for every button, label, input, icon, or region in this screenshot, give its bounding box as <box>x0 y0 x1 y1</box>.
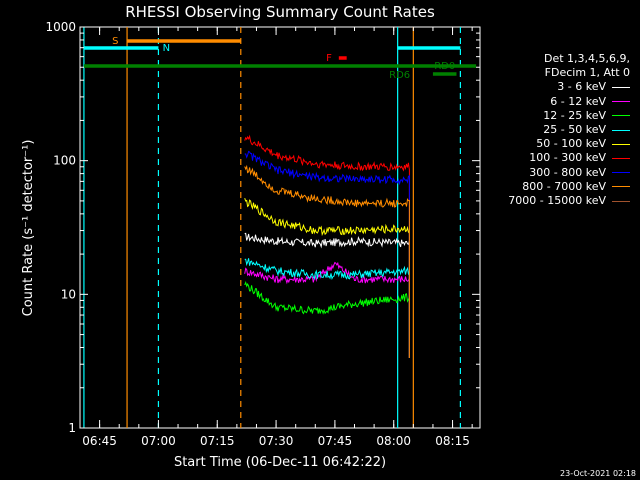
legend-swatch <box>612 129 630 131</box>
series-line <box>244 280 410 358</box>
legend: Det 1,3,4,5,6,9, FDecim 1, Att 0 3 - 6 k… <box>480 52 630 208</box>
y-axis-label: Count Rate (s⁻¹ detector⁻¹) <box>21 140 36 317</box>
legend-entry: 50 - 100 keV <box>480 137 630 151</box>
flag-label: S <box>112 36 118 47</box>
series-line <box>244 258 410 358</box>
x-tick-label: 07:30 <box>259 434 294 448</box>
legend-swatch <box>612 115 630 117</box>
legend-entry: 6 - 12 keV <box>480 95 630 109</box>
legend-entry-label: 12 - 25 keV <box>543 108 606 122</box>
series-line <box>244 261 410 358</box>
y-tick-label: 1000 <box>45 20 76 34</box>
legend-entry: 25 - 50 keV <box>480 123 630 137</box>
plot-frame <box>79 26 481 429</box>
series-line <box>244 150 410 358</box>
y-tick-label: 10 <box>61 287 76 301</box>
legend-entry-label: 3 - 6 keV <box>557 80 606 94</box>
legend-swatch <box>612 172 630 174</box>
flag-label: RD0 <box>434 61 455 72</box>
legend-swatch <box>612 101 630 103</box>
legend-swatch <box>612 87 630 88</box>
series-line <box>244 232 410 358</box>
y-tick-label: 100 <box>53 154 76 168</box>
legend-entry: 3 - 6 keV <box>480 80 630 94</box>
legend-entry: 7000 - 15000 keV <box>480 194 630 208</box>
flag-label: F <box>326 53 332 64</box>
series-line <box>244 134 410 358</box>
x-tick-label: 08:15 <box>435 434 470 448</box>
legend-header-line-1: Det 1,3,4,5,6,9, <box>543 52 630 65</box>
flag-label: RD6 <box>389 70 410 81</box>
x-tick-label: 07:45 <box>318 434 353 448</box>
chart-title: RHESSI Observing Summary Count Rates <box>125 3 435 21</box>
x-tick-label: 07:00 <box>141 434 176 448</box>
legend-entry: 800 - 7000 keV <box>480 180 630 194</box>
legend-entry: 300 - 800 keV <box>480 166 630 180</box>
legend-entry-label: 6 - 12 keV <box>550 94 606 108</box>
series-line <box>244 198 410 358</box>
legend-entry-label: 300 - 800 keV <box>529 165 606 179</box>
legend-swatch <box>612 158 630 160</box>
legend-entry: 100 - 300 keV <box>480 151 630 165</box>
x-tick-label: 07:15 <box>200 434 235 448</box>
legend-entry-label: 7000 - 15000 keV <box>508 194 606 208</box>
legend-header-line-2: FDecim 1, Att 0 <box>544 66 630 80</box>
flag-label: N <box>163 43 170 54</box>
x-axis-label: Start Time (06-Dec-11 06:42:22) <box>174 455 386 470</box>
series-line <box>244 164 410 358</box>
legend-entry-label: 100 - 300 keV <box>529 151 606 165</box>
plot-timestamp: 23-Oct-2021 02:18 <box>560 469 636 478</box>
legend-entry-label: 25 - 50 keV <box>543 123 606 137</box>
legend-swatch <box>612 200 630 202</box>
y-tick-label: 1 <box>68 421 76 435</box>
legend-entry: 12 - 25 keV <box>480 109 630 123</box>
legend-swatch <box>612 143 630 145</box>
legend-entry-label: 800 - 7000 keV <box>522 179 606 193</box>
x-tick-label: 08:00 <box>376 434 411 448</box>
x-tick-label: 06:45 <box>82 434 117 448</box>
legend-swatch <box>612 186 630 188</box>
legend-entry-label: 50 - 100 keV <box>536 137 606 151</box>
